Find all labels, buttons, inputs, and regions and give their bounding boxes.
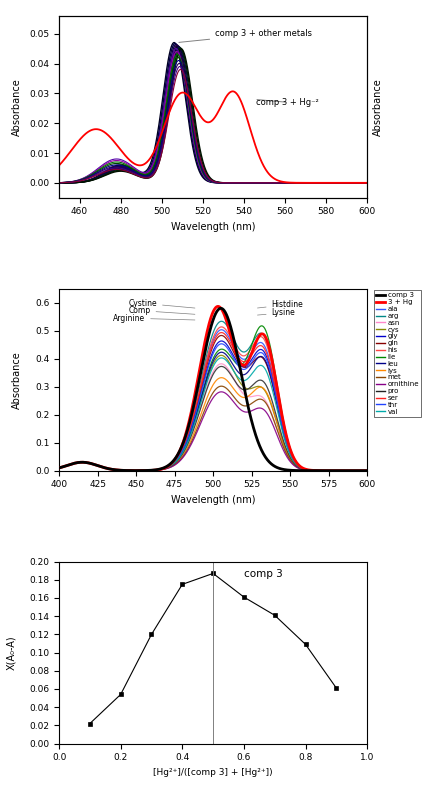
X-axis label: Wavelength (nm): Wavelength (nm): [171, 495, 255, 505]
Text: Cystine: Cystine: [128, 299, 195, 308]
Y-axis label: Absorbance: Absorbance: [373, 78, 383, 136]
Y-axis label: Absorbance: Absorbance: [12, 350, 22, 409]
Text: Histdine: Histdine: [257, 300, 303, 309]
Text: Comp: Comp: [128, 306, 195, 315]
Y-axis label: X(A₀-A): X(A₀-A): [6, 635, 16, 670]
X-axis label: [Hg²⁺]/([comp 3] + [Hg²⁺]): [Hg²⁺]/([comp 3] + [Hg²⁺]): [153, 768, 273, 777]
Text: comp 3 + Hg⁻²: comp 3 + Hg⁻²: [256, 98, 319, 107]
Legend: comp 3, 3 + Hg, ala, arg, asn, cys, gly, gln, his, Ile, leu, lys, met, ornithine: comp 3, 3 + Hg, ala, arg, asn, cys, gly,…: [374, 290, 421, 417]
Text: comp 3 + other metals: comp 3 + other metals: [179, 29, 312, 43]
X-axis label: Wavelength (nm): Wavelength (nm): [171, 222, 255, 232]
Text: Lysine: Lysine: [257, 308, 295, 317]
Text: comp 3: comp 3: [244, 569, 283, 579]
Text: Arginine: Arginine: [113, 313, 195, 323]
Y-axis label: Absorbance: Absorbance: [12, 78, 22, 136]
